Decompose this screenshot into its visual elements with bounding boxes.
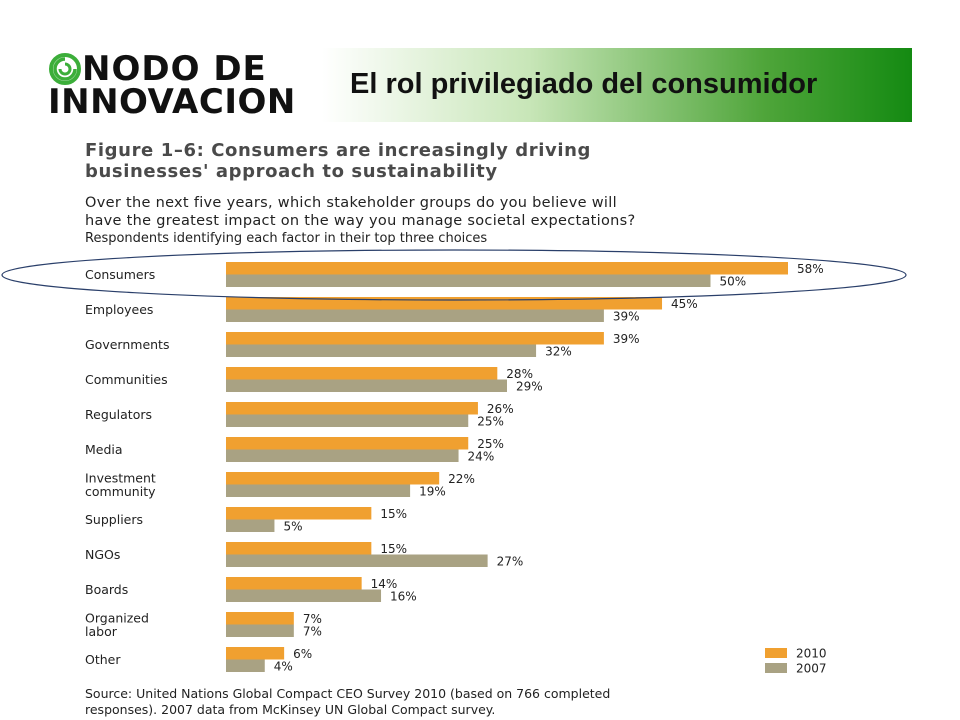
value-label-2007-other: 4% bbox=[274, 660, 293, 674]
logo-text-line1: NODO DE bbox=[82, 49, 267, 89]
legend-swatch-2007 bbox=[765, 663, 787, 673]
category-group-other: Other 6%4% bbox=[85, 647, 312, 674]
category-label: Consumers bbox=[85, 267, 155, 282]
value-label-2010-regulators: 26% bbox=[487, 402, 514, 416]
bar-2007-other bbox=[226, 659, 265, 672]
title-banner: El rol privilegiado del consumidor bbox=[322, 48, 912, 122]
value-label-2007-communities: 29% bbox=[516, 380, 543, 394]
value-label-2010-investment-community: 22% bbox=[448, 472, 475, 486]
figure-title: Figure 1–6: Consumers are increasingly d… bbox=[85, 140, 591, 182]
bar-2010-regulators bbox=[226, 402, 478, 415]
value-label-2007-ngos: 27% bbox=[497, 555, 524, 569]
survey-question-line2: have the greatest impact on the way you … bbox=[85, 213, 636, 229]
category-group-consumers: Consumers 58% 50% bbox=[85, 262, 824, 289]
bar-2007-suppliers bbox=[226, 519, 275, 532]
bar-2007-regulators bbox=[226, 414, 469, 427]
category-label: Media bbox=[85, 442, 123, 457]
bar-2010-communities bbox=[226, 367, 498, 380]
value-label-2010-media: 25% bbox=[477, 437, 504, 451]
survey-question-line1: Over the next five years, which stakehol… bbox=[85, 195, 617, 211]
value-label-2010-other: 6% bbox=[293, 647, 312, 661]
value-label-2010-employees: 45% bbox=[671, 297, 698, 311]
bar-2007-ngos bbox=[226, 554, 488, 567]
value-label-2007-suppliers: 5% bbox=[283, 520, 302, 534]
source-line2: responses). 2007 data from McKinsey UN G… bbox=[85, 702, 496, 717]
category-label: Suppliers bbox=[85, 512, 143, 527]
bar-2010-media bbox=[226, 437, 469, 450]
value-label-2010-suppliers: 15% bbox=[380, 507, 407, 521]
category-label: Boards bbox=[85, 582, 128, 597]
figure-title-line2: businesses' approach to sustainability bbox=[85, 161, 498, 182]
category-group-communities: Communities 28%29% bbox=[85, 367, 543, 394]
value-label-2007-consumers: 50% bbox=[719, 275, 746, 289]
bar-2007-employees bbox=[226, 309, 604, 322]
respondents-note: Respondents identifying each factor in t… bbox=[85, 231, 488, 246]
category-group-suppliers: Suppliers 15% 5% bbox=[85, 507, 407, 534]
highlight-ellipse bbox=[1, 249, 907, 301]
value-label-2010-communities: 28% bbox=[506, 367, 533, 381]
bar-2010-governments bbox=[226, 332, 604, 345]
category-label: Other bbox=[85, 652, 121, 667]
bar-2010-other bbox=[226, 647, 285, 660]
value-label-2007-media: 24% bbox=[468, 450, 495, 464]
bar-2007-organized-labor bbox=[226, 624, 294, 637]
value-label-2007-organized-labor: 7% bbox=[303, 625, 322, 639]
category-group-media: Media 25%24% bbox=[85, 437, 504, 464]
category-label: community bbox=[85, 484, 156, 499]
bar-2010-ngos bbox=[226, 542, 372, 555]
value-label-2007-regulators: 25% bbox=[477, 415, 504, 429]
value-label-2007-boards: 16% bbox=[390, 590, 417, 604]
category-label: labor bbox=[85, 624, 118, 639]
category-label: Investment bbox=[85, 470, 156, 485]
bar-2007-governments bbox=[226, 344, 537, 357]
category-label: Regulators bbox=[85, 407, 152, 422]
legend-label-2010: 2010 bbox=[796, 647, 827, 661]
bar-2007-investment-community bbox=[226, 484, 411, 497]
brand-logo: NODO DE INNOVACION bbox=[48, 52, 298, 120]
category-group-regulators: Regulators 26%25% bbox=[85, 402, 514, 429]
legend-swatch-2010 bbox=[765, 648, 787, 658]
bar-2010-suppliers bbox=[226, 507, 372, 520]
category-label: Communities bbox=[85, 372, 168, 387]
bar-2007-boards bbox=[226, 589, 382, 602]
value-label-2007-investment-community: 19% bbox=[419, 485, 446, 499]
figure-title-line1: Figure 1–6: Consumers are increasingly d… bbox=[85, 140, 592, 161]
category-label: Governments bbox=[85, 337, 169, 352]
bar-2007-consumers bbox=[226, 274, 711, 287]
bar-2010-investment-community bbox=[226, 472, 440, 485]
source-line1: Source: United Nations Global Compact CE… bbox=[85, 686, 611, 701]
category-group-employees: Employees 45% 39% bbox=[85, 297, 698, 324]
value-label-2010-boards: 14% bbox=[371, 577, 398, 591]
category-label: Organized bbox=[85, 610, 149, 625]
bar-2007-media bbox=[226, 449, 459, 462]
category-label: NGOs bbox=[85, 547, 120, 562]
page-title: El rol privilegiado del consumidor bbox=[350, 68, 818, 100]
bar-2007-communities bbox=[226, 379, 507, 392]
value-label-2010-consumers: 58% bbox=[797, 262, 824, 276]
logo-text-line2: INNOVACION bbox=[48, 82, 296, 122]
bar-2010-consumers bbox=[226, 262, 788, 275]
category-label: Employees bbox=[85, 302, 153, 317]
value-label-2010-governments: 39% bbox=[613, 332, 640, 346]
category-group-ngos: NGOs 15% 27% bbox=[85, 542, 523, 569]
bar-2010-employees bbox=[226, 297, 663, 310]
survey-question: Over the next five years, which stakehol… bbox=[85, 194, 636, 230]
value-label-2010-organized-labor: 7% bbox=[303, 612, 322, 626]
spiral-logo-icon bbox=[49, 53, 81, 85]
value-label-2007-employees: 39% bbox=[613, 310, 640, 324]
source-note: Source: United Nations Global Compact CE… bbox=[85, 686, 610, 718]
category-group-governments: Governments 39% 32% bbox=[85, 332, 640, 359]
category-group-boards: Boards 14%16% bbox=[85, 577, 417, 604]
value-label-2010-ngos: 15% bbox=[380, 542, 407, 556]
bar-2010-organized-labor bbox=[226, 612, 294, 625]
value-label-2007-governments: 32% bbox=[545, 345, 572, 359]
legend-label-2007: 2007 bbox=[796, 662, 827, 676]
bar-2010-boards bbox=[226, 577, 362, 590]
